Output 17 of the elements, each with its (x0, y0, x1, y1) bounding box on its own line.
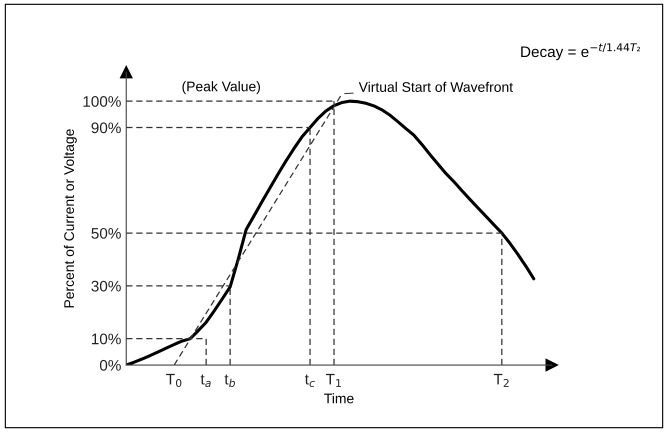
x-axis-title: Time (324, 393, 354, 404)
x-tick-label: T$_{2}$ (494, 374, 509, 387)
text: Decay = e$^{−t/1.44T₂}$ (521, 43, 640, 60)
annotation: (Peak Value) (182, 81, 260, 94)
x-tick-label: T$_{1}$ (326, 374, 341, 387)
y-tick-label: 10% (92, 334, 121, 344)
y-tick-label: 100% (83, 96, 121, 107)
y-tick-label: 90% (92, 122, 121, 134)
x-tick-label: t$_{a}$ (200, 374, 211, 388)
annotation: Virtual Start of Wavefront (358, 82, 513, 92)
y-tick-label: 50% (91, 228, 121, 239)
x-tick-label: t$_{b}$ (224, 374, 235, 388)
x-tick-label: t$_{c}$ (304, 374, 315, 388)
y-axis-title: Percent of Current or Voltage (64, 129, 77, 308)
y-tick-label: 0% (100, 360, 121, 371)
x-tick-label: T$_{0}$ (166, 374, 182, 388)
y-tick-label: 30% (91, 280, 121, 292)
